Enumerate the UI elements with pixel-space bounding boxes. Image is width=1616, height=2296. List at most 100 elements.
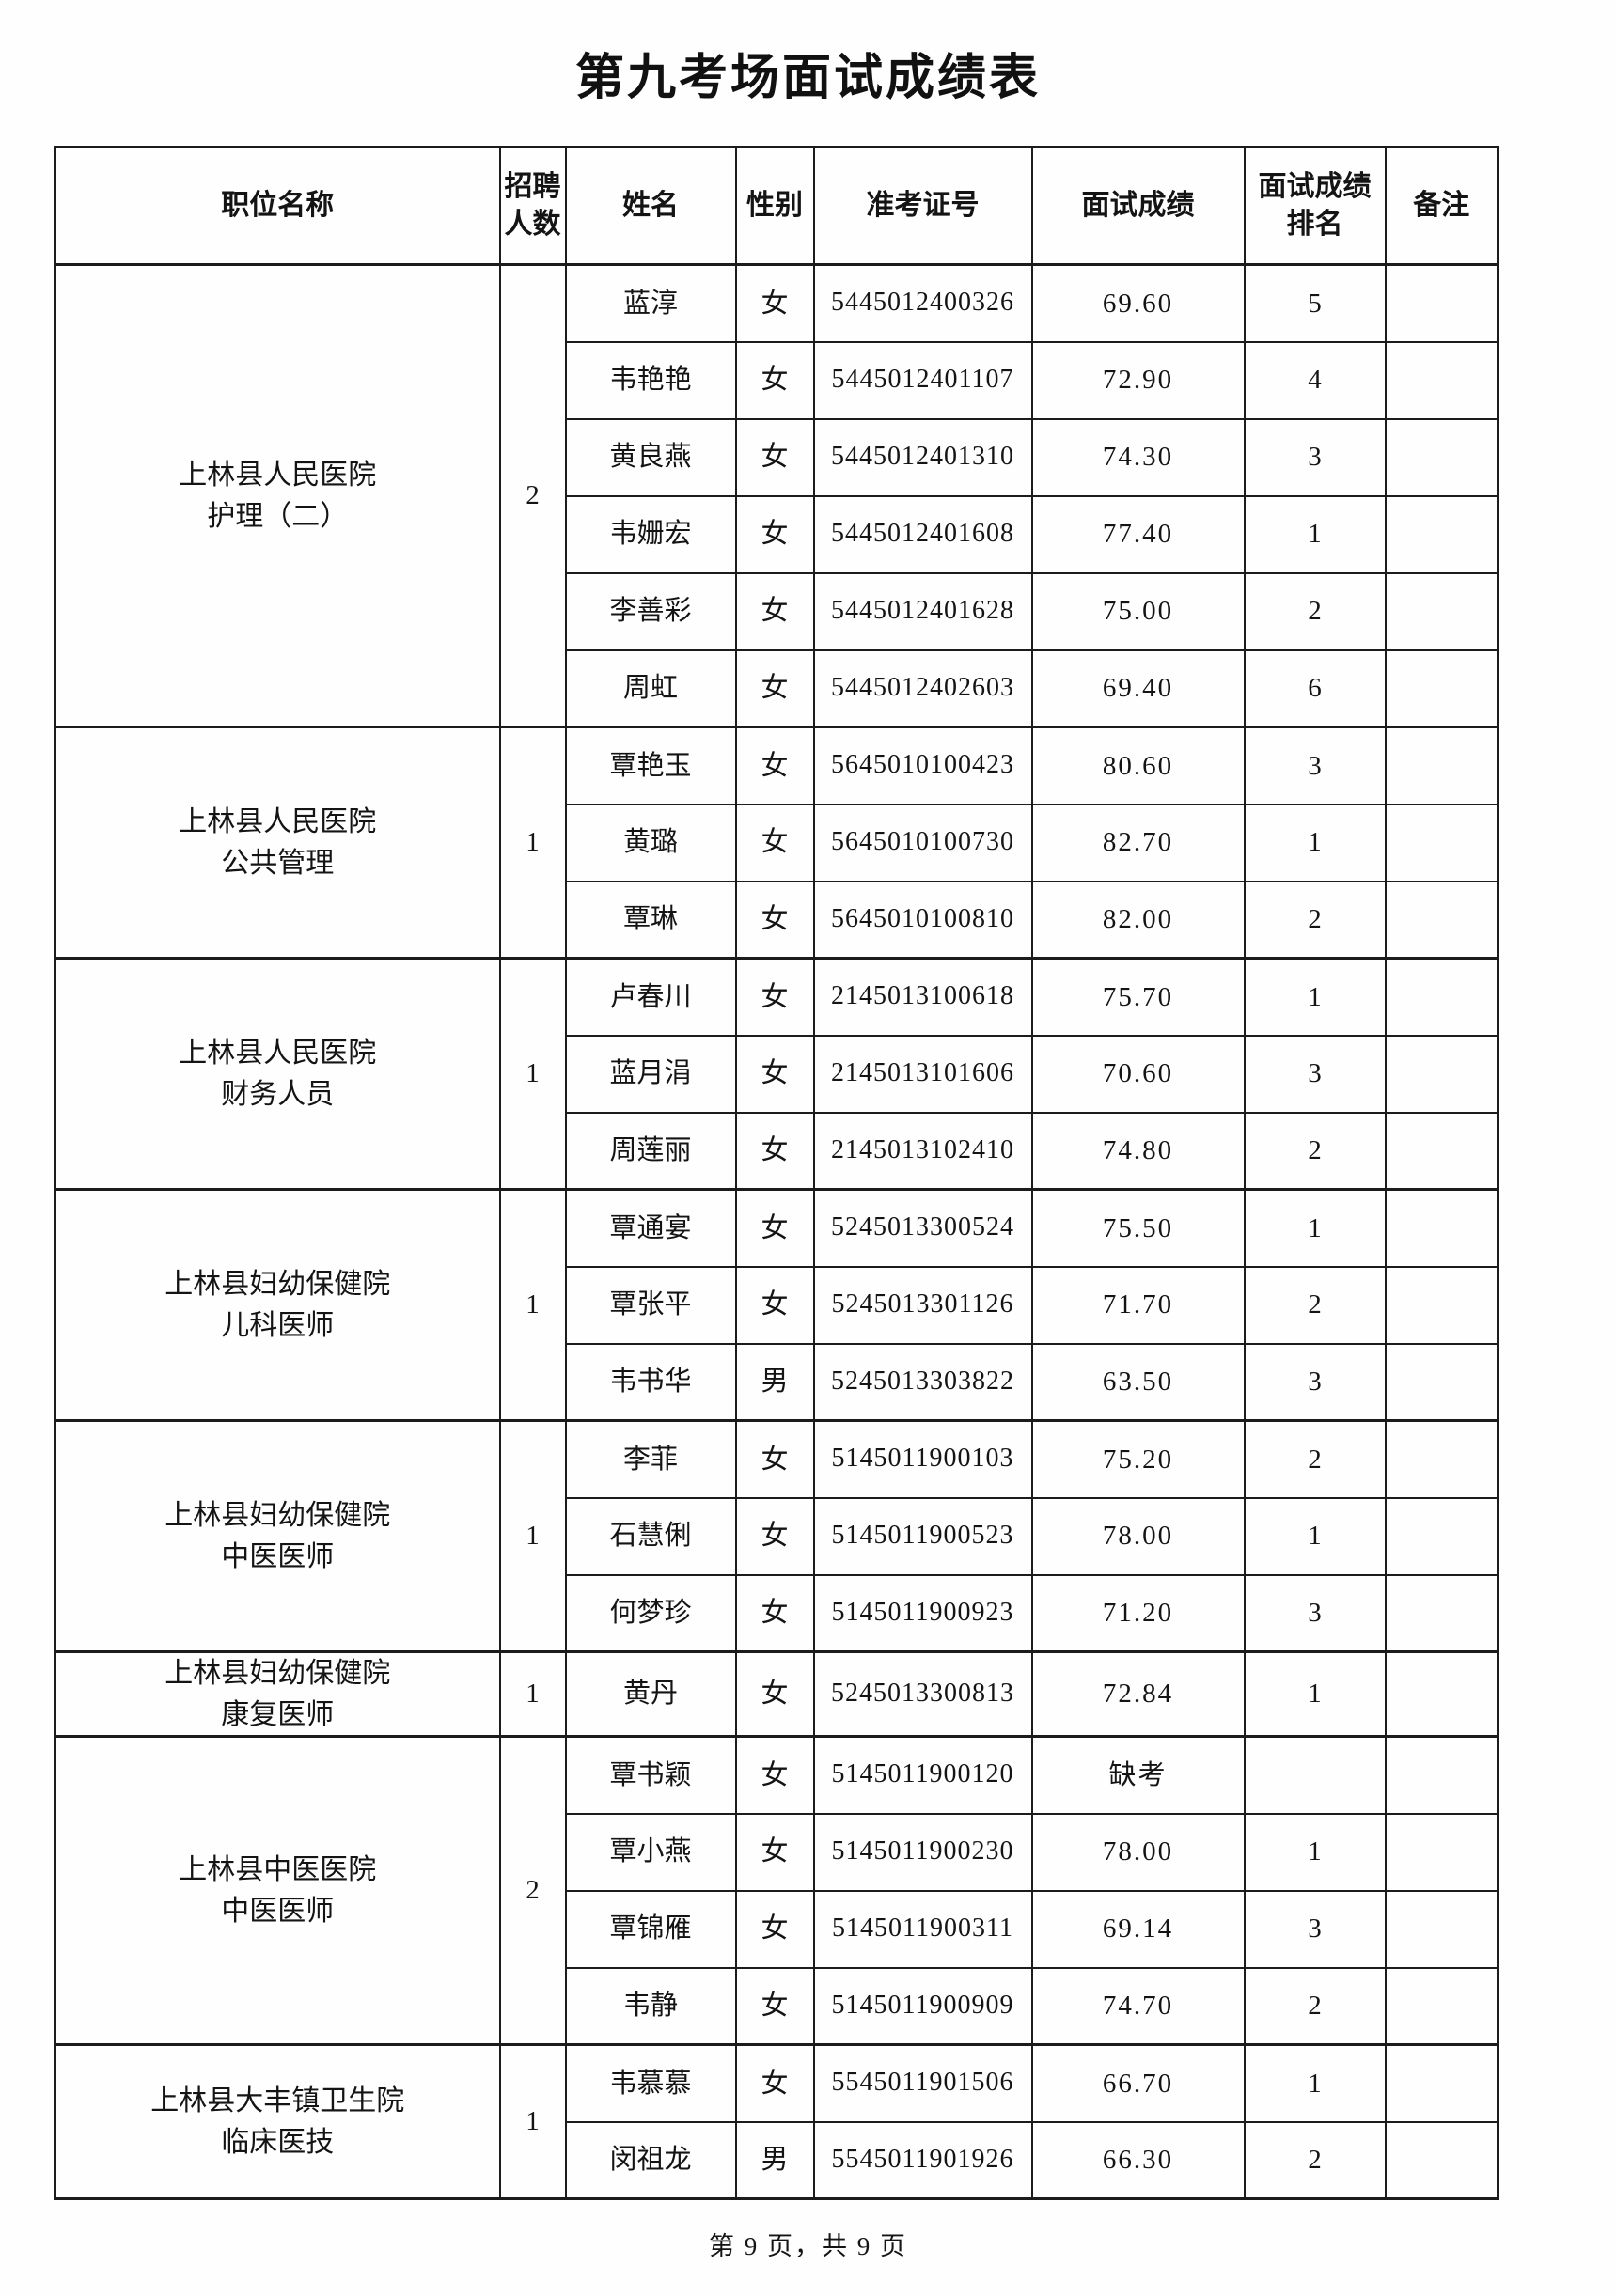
score-cell: 63.50	[1030, 1342, 1246, 1422]
rank-cell: 1	[1243, 1812, 1387, 1892]
gender-cell: 女	[734, 494, 815, 574]
gender-cell: 女	[734, 571, 815, 651]
name-cell: 覃锦雁	[564, 1889, 737, 1969]
name-cell: 韦慕慕	[564, 2043, 737, 2123]
table-row: 黄璐女 5645010100730 82.70 1	[55, 803, 1499, 882]
position-cell: 上林县中医医院 中医医师	[54, 1735, 501, 2046]
gender-cell: 女	[734, 1265, 815, 1345]
ticket-cell: 5445012401310	[812, 417, 1033, 497]
score-cell: 74.80	[1030, 1111, 1246, 1191]
ticket-cell: 5245013301126	[812, 1265, 1033, 1345]
note-cell	[1384, 1034, 1499, 1114]
note-cell	[1384, 803, 1499, 882]
gender-cell: 男	[734, 1342, 815, 1422]
rank-cell: 4	[1243, 340, 1387, 420]
gender-cell: 女	[734, 340, 815, 420]
recruits-cell: 1	[498, 2043, 567, 2200]
ticket-cell: 5545011901926	[812, 2120, 1033, 2200]
name-cell: 覃书颖	[564, 1735, 737, 1815]
table-row: 上林县人民医院 财务人员 1 卢春川女 2145013100618 75.70 1	[54, 957, 1499, 1191]
table-row: 上林县妇幼保健院 康复医师 1 黄丹女 5245013300813 72.84 1	[54, 1650, 1499, 1738]
note-cell	[1384, 1265, 1499, 1345]
table-header: 职位名称 招聘 人数 姓名 性别 准考证号 面试成绩 面试成绩 排名 备注	[54, 146, 1499, 266]
recruits-cell: 2	[498, 263, 567, 728]
interview-score-table: 职位名称 招聘 人数 姓名 性别 准考证号 面试成绩 面试成绩 排名 备注 上林…	[54, 146, 1499, 2200]
name-cell: 石慧俐	[564, 1496, 737, 1576]
name-cell: 韦书华	[564, 1342, 737, 1422]
note-cell	[1384, 1419, 1499, 1499]
ticket-cell: 5645010100423	[812, 726, 1033, 805]
page-number: 第 9 页，共 9 页	[709, 2232, 907, 2260]
table-row: 上林县大丰镇卫生院 临床医技 1 韦慕慕女 5545011901506 66.70 1	[54, 2043, 1499, 2200]
gender-cell: 女	[734, 880, 815, 960]
score-cell: 75.50	[1030, 1188, 1246, 1268]
note-cell	[1384, 1496, 1499, 1576]
header-score: 面试成绩	[1030, 146, 1246, 266]
name-cell: 卢春川	[564, 957, 737, 1037]
score-cell: 69.14	[1030, 1889, 1246, 1969]
gender-cell: 女	[734, 726, 815, 805]
ticket-cell: 5645010100730	[812, 803, 1033, 882]
score-cell: 75.00	[1030, 571, 1246, 651]
position-cell: 上林县妇幼保健院 中医医师	[54, 1419, 501, 1653]
note-cell	[1384, 494, 1499, 574]
recruits-cell: 1	[498, 957, 567, 1191]
table-row: 上林县妇幼保健院 中医医师 1 李菲女 5145011900103 75.20 2	[54, 1419, 1499, 1653]
score-cell: 缺考	[1030, 1735, 1246, 1815]
table-row: 覃小燕女 5145011900230 78.00 1	[55, 1812, 1499, 1892]
score-cell: 69.40	[1030, 648, 1246, 728]
recruits-cell: 2	[498, 1735, 567, 2046]
score-cell: 82.70	[1030, 803, 1246, 882]
rank-cell: 2	[1243, 2120, 1387, 2200]
recruits-cell: 1	[498, 1650, 567, 1738]
rank-cell: 2	[1243, 1419, 1387, 1499]
note-cell	[1384, 1111, 1499, 1191]
table-row: 上林县妇幼保健院 儿科医师 1 覃通宴女 5245013300524 75.50 1	[54, 1188, 1499, 1422]
gender-cell: 女	[734, 1812, 815, 1892]
note-cell	[1384, 1889, 1499, 1969]
name-cell: 黄璐	[564, 803, 737, 882]
page-title: 第九考场面试成绩表	[574, 52, 1041, 105]
header-name: 姓名	[564, 146, 737, 266]
gender-cell: 女	[734, 1034, 815, 1114]
table-row: 韦艳艳女 5445012401107 72.90 4	[55, 340, 1499, 420]
rank-cell	[1243, 1735, 1387, 1815]
header-ticket: 准考证号	[812, 146, 1033, 266]
ticket-cell: 5545011901506	[812, 2043, 1033, 2123]
score-cell: 80.60	[1030, 726, 1246, 805]
note-cell	[1384, 2120, 1499, 2200]
gender-cell: 女	[734, 803, 815, 882]
rank-cell: 3	[1243, 1573, 1387, 1653]
header-recruits: 招聘 人数	[498, 146, 567, 266]
position-cell: 上林县人民医院 公共管理	[54, 726, 501, 960]
note-cell	[1384, 1573, 1499, 1653]
rank-cell: 3	[1243, 417, 1387, 497]
ticket-cell: 5145011900523	[812, 1496, 1033, 1576]
ticket-cell: 5145011900230	[812, 1812, 1033, 1892]
score-cell: 66.70	[1030, 2043, 1246, 2123]
header-row: 职位名称 招聘 人数 姓名 性别 准考证号 面试成绩 面试成绩 排名 备注	[54, 146, 1499, 266]
name-cell: 蓝淳	[564, 263, 737, 343]
note-cell	[1384, 2043, 1499, 2123]
ticket-cell: 5445012402603	[812, 648, 1033, 728]
rank-cell: 2	[1243, 1265, 1387, 1345]
rank-cell: 2	[1243, 1966, 1387, 2046]
rank-cell: 2	[1243, 880, 1387, 960]
gender-cell: 女	[734, 263, 815, 343]
gender-cell: 女	[734, 648, 815, 728]
ticket-cell: 5445012401608	[812, 494, 1033, 574]
gender-cell: 女	[734, 1573, 815, 1653]
name-cell: 闵祖龙	[564, 2120, 737, 2200]
table-row: 周莲丽女 2145013102410 74.80 2	[55, 1111, 1499, 1191]
score-cell: 75.20	[1030, 1419, 1246, 1499]
gender-cell: 女	[734, 1966, 815, 2046]
table-row: 韦静女 5145011900909 74.70 2	[55, 1966, 1499, 2046]
note-cell	[1384, 263, 1499, 343]
score-cell: 74.70	[1030, 1966, 1246, 2046]
gender-cell: 女	[734, 1735, 815, 1815]
score-cell: 72.84	[1030, 1650, 1246, 1738]
score-cell: 77.40	[1030, 494, 1246, 574]
name-cell: 周莲丽	[564, 1111, 737, 1191]
ticket-cell: 5445012401107	[812, 340, 1033, 420]
